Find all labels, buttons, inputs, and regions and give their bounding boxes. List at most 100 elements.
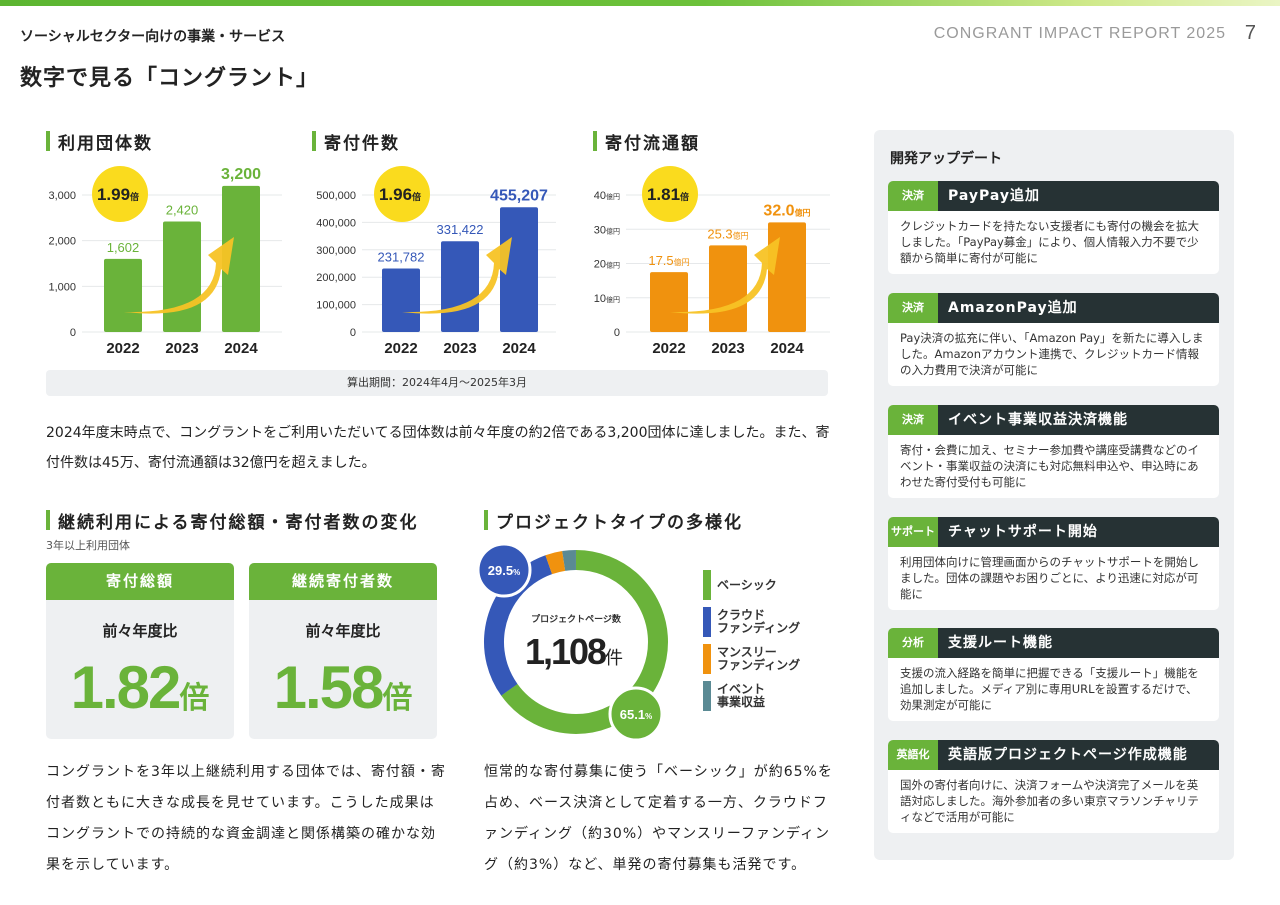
legend-item-basic: ベーシック bbox=[703, 570, 800, 600]
stat-value-number: 1.82 bbox=[70, 654, 182, 721]
y-tick-label: 10億円 bbox=[594, 293, 620, 305]
bar-value-label: 25.3億円 bbox=[707, 226, 748, 241]
growth-badge-unit: 倍 bbox=[680, 191, 689, 202]
bar bbox=[382, 268, 420, 332]
legend-label: ベーシック bbox=[717, 577, 777, 592]
calculation-period: 算出期間：2024年4月〜2025年3月 bbox=[46, 370, 828, 396]
growth-arrow bbox=[124, 237, 234, 314]
chart-title-donations: 寄付件数 bbox=[312, 129, 400, 154]
bar bbox=[500, 207, 538, 332]
bar-chart-volume-svg: 0 10億円 20億円 30億円 40億円 17.5億円 2022 25.3億円 2023 32.… bbox=[594, 166, 830, 357]
legend-swatch bbox=[703, 607, 711, 637]
y-tick-label: 0 bbox=[350, 327, 356, 339]
legend-label: イベント bbox=[717, 682, 766, 696]
y-tick-label: 200,000 bbox=[316, 272, 356, 284]
report-name: CONGRANT IMPACT REPORT 2025 bbox=[933, 25, 1226, 42]
page-title: 数字で見る「コングラント」 bbox=[20, 66, 320, 91]
percent-bubble bbox=[476, 542, 532, 598]
legend-label: クラウド bbox=[717, 608, 766, 622]
legend-label: マンスリー bbox=[717, 645, 777, 659]
y-tick-label: 500,000 bbox=[316, 190, 356, 202]
legend-item-event: イベント 事業収益 bbox=[703, 681, 800, 711]
percent-label: 65.1% bbox=[620, 707, 652, 722]
chart-title-organizations: 利用団体数 bbox=[46, 129, 153, 154]
bar bbox=[650, 272, 688, 332]
y-tick-unit: 億円 bbox=[606, 295, 620, 304]
y-tick-label: 3,000 bbox=[48, 190, 76, 202]
donut-legend: ベーシック クラウド ファンディング マンスリー ファンディング イベント 事業収益 bbox=[703, 570, 801, 720]
update-description: 利用団体向けに管理画面からのチャットサポートを開始しました。団体の課題やお困りご… bbox=[900, 555, 1199, 601]
percent-unit: % bbox=[513, 568, 520, 577]
y-tick-label: 0 bbox=[70, 327, 76, 339]
bar-value-unit: 億円 bbox=[674, 257, 690, 267]
update-description: 国外の寄付者向けに、決済フォームや決済完了メールを英語対応しました。海外参加者の… bbox=[900, 778, 1199, 824]
update-title: AmazonPay追加 bbox=[938, 293, 1219, 323]
stat-card-compare: 前々年度比 bbox=[305, 622, 381, 640]
update-title: 英語版プロジェクトページ作成機能 bbox=[938, 740, 1219, 770]
legend-swatch bbox=[703, 644, 711, 674]
x-tick-label: 2024 bbox=[224, 340, 258, 357]
donut-center-unit: 件 bbox=[605, 648, 623, 668]
x-tick-label: 2023 bbox=[711, 340, 744, 357]
x-tick-label: 2022 bbox=[652, 340, 685, 357]
stat-card-title: 寄付総額 bbox=[46, 563, 234, 600]
bar-value-label: 32.0億円 bbox=[763, 202, 810, 219]
stat-card-continuing-donors: 継続寄付者数 前々年度比 1.58倍 bbox=[249, 563, 437, 739]
donut-center-label: プロジェクトページ数 bbox=[531, 613, 622, 625]
update-card: サポート チャットサポート開始 利用団体向けに管理画面からのチャットサポートを開始… bbox=[888, 517, 1219, 610]
arrow-shape bbox=[402, 237, 512, 314]
growth-badge-value: 1.81倍 bbox=[647, 185, 689, 204]
legend-label: ファンディング bbox=[717, 621, 801, 635]
y-tick-label: 40億円 bbox=[594, 190, 620, 202]
update-title: 支援ルート機能 bbox=[938, 628, 1219, 658]
update-description: 寄付・会費に加え、セミナー参加費や講座受講費などのイベント・事業収益の決済にも対… bbox=[900, 443, 1199, 489]
page-number: 7 bbox=[1244, 22, 1256, 44]
growth-badge bbox=[92, 166, 148, 222]
y-tick-label: 2,000 bbox=[48, 236, 76, 248]
stat-card-title: 継続寄付者数 bbox=[249, 563, 437, 600]
bar-value-label: 17.5億円 bbox=[648, 253, 689, 268]
growth-badge-value: 1.99倍 bbox=[97, 185, 139, 204]
update-title: PayPay追加 bbox=[938, 181, 1219, 211]
growth-badge-value: 1.96倍 bbox=[379, 185, 421, 204]
percent-label: 29.5% bbox=[488, 563, 520, 578]
update-tag: 決済 bbox=[888, 181, 938, 211]
y-tick-label: 30億円 bbox=[594, 224, 620, 236]
update-tag: 決済 bbox=[888, 405, 938, 435]
growth-arrow bbox=[402, 237, 512, 314]
dev-updates-panel: 開発アップデート 決済 PayPay追加 クレジットカードを持たない支援者にも寄付… bbox=[874, 130, 1234, 860]
y-tick-label: 0 bbox=[614, 327, 620, 339]
update-description: クレジットカードを持たない支援者にも寄付の機会を拡大しました。「PayPay募金… bbox=[900, 219, 1199, 265]
stat-card-value: 1.58倍 bbox=[249, 653, 437, 722]
bar-value-label: 331,422 bbox=[437, 222, 484, 237]
arrow-shape bbox=[124, 237, 234, 314]
bar-value-label: 231,782 bbox=[378, 249, 425, 264]
update-card: 決済 PayPay追加 クレジットカードを持たない支援者にも寄付の機会を拡大しまし… bbox=[888, 181, 1219, 274]
project-types-title: プロジェクトタイプの多様化 bbox=[484, 508, 743, 533]
chart-title-volume: 寄付流通額 bbox=[593, 129, 700, 154]
update-card: 英語化 英語版プロジェクトページ作成機能 国外の寄付者向けに、決済フォームや決済完… bbox=[888, 740, 1219, 833]
legend-item-monthly: マンスリー ファンディング bbox=[703, 644, 801, 674]
x-tick-label: 2024 bbox=[502, 340, 536, 357]
y-tick-label: 20億円 bbox=[594, 259, 620, 271]
y-tick-label: 1,000 bbox=[48, 281, 76, 293]
legend-item-crowdfunding: クラウド ファンディング bbox=[703, 607, 801, 637]
y-tick-label: 300,000 bbox=[316, 245, 356, 257]
legend-swatch bbox=[703, 681, 711, 711]
update-title: チャットサポート開始 bbox=[938, 517, 1219, 547]
y-tick-unit: 億円 bbox=[606, 226, 620, 235]
x-tick-label: 2023 bbox=[443, 340, 476, 357]
growth-badge-unit: 倍 bbox=[412, 191, 421, 202]
top-accent-bar bbox=[0, 0, 1280, 6]
bar bbox=[163, 221, 201, 332]
donut-chart-svg: 65.1% 29.5% プロジェクトページ数 1,108件 bbox=[476, 542, 668, 742]
growth-badge bbox=[374, 166, 430, 222]
legend-label: ファンディング bbox=[717, 658, 801, 672]
bar-value-label: 2,420 bbox=[166, 202, 199, 217]
dev-updates-title: 開発アップデート bbox=[890, 151, 1002, 167]
stat-card-compare: 前々年度比 bbox=[102, 622, 178, 640]
bar bbox=[709, 245, 747, 332]
update-card: 決済 AmazonPay追加 Pay決済の拡充に伴い、「Amazon Pay」を新… bbox=[888, 293, 1219, 386]
stat-value-unit: 倍 bbox=[179, 681, 210, 716]
section-label: ソーシャルセクター向けの事業・サービス bbox=[20, 29, 286, 45]
